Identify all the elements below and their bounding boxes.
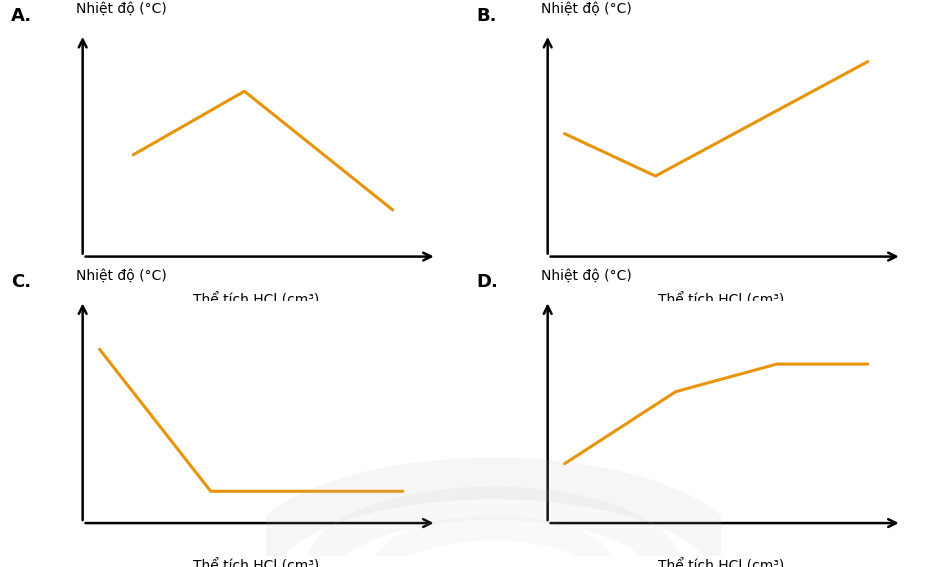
Text: Thể tích HCl (cm³): Thể tích HCl (cm³)	[658, 559, 785, 567]
Text: Nhiệt độ (°C): Nhiệt độ (°C)	[541, 2, 632, 16]
Text: Nhiệt độ (°C): Nhiệt độ (°C)	[76, 2, 167, 16]
Text: C.: C.	[11, 273, 31, 291]
Text: Nhiệt độ (°C): Nhiệt độ (°C)	[76, 268, 167, 282]
Text: B.: B.	[476, 7, 496, 25]
Text: Thể tích HCl (cm³): Thể tích HCl (cm³)	[193, 293, 320, 307]
Text: Thể tích HCl (cm³): Thể tích HCl (cm³)	[658, 293, 785, 307]
Text: Nhiệt độ (°C): Nhiệt độ (°C)	[541, 268, 632, 282]
Text: Thể tích HCl (cm³): Thể tích HCl (cm³)	[193, 559, 320, 567]
Text: A.: A.	[11, 7, 32, 25]
Text: D.: D.	[476, 273, 498, 291]
